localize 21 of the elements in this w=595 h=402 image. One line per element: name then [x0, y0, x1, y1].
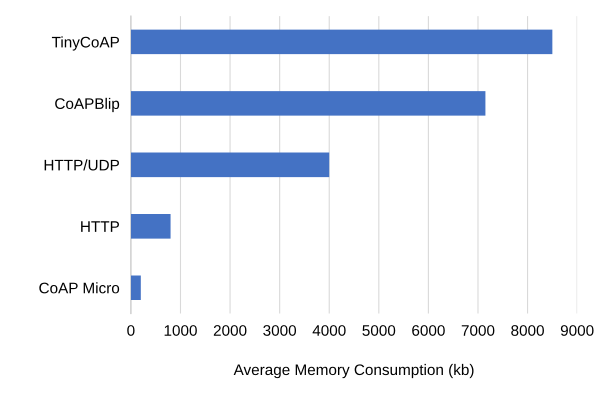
x-tick-label: 7000 — [462, 325, 494, 336]
bar — [130, 275, 141, 300]
x-tick-label: 2000 — [214, 325, 246, 336]
y-tick-label: HTTP — [81, 221, 119, 232]
y-tick-label: TinyCoAP — [52, 36, 119, 51]
x-tick-label: 5000 — [362, 325, 396, 336]
y-tick-label: CoAP Micro — [39, 282, 120, 294]
bar — [130, 91, 486, 116]
bar — [130, 30, 552, 54]
x-axis-title: Average Memory Consumption (kb) — [234, 364, 474, 378]
x-tick-label: 1000 — [164, 325, 197, 336]
bar — [130, 214, 171, 239]
x-tick-label: 3000 — [263, 325, 296, 336]
y-tick-label: CoAPBlip — [55, 98, 120, 112]
x-tick-label: 9000 — [560, 325, 594, 336]
x-tick-label: 4000 — [312, 325, 346, 336]
x-tick-label: 8000 — [511, 325, 544, 336]
x-tick-label: 6000 — [412, 325, 445, 336]
y-tick-label: HTTP/UDP — [44, 159, 119, 171]
bar — [130, 152, 330, 178]
x-tick-label: 0 — [127, 325, 135, 336]
